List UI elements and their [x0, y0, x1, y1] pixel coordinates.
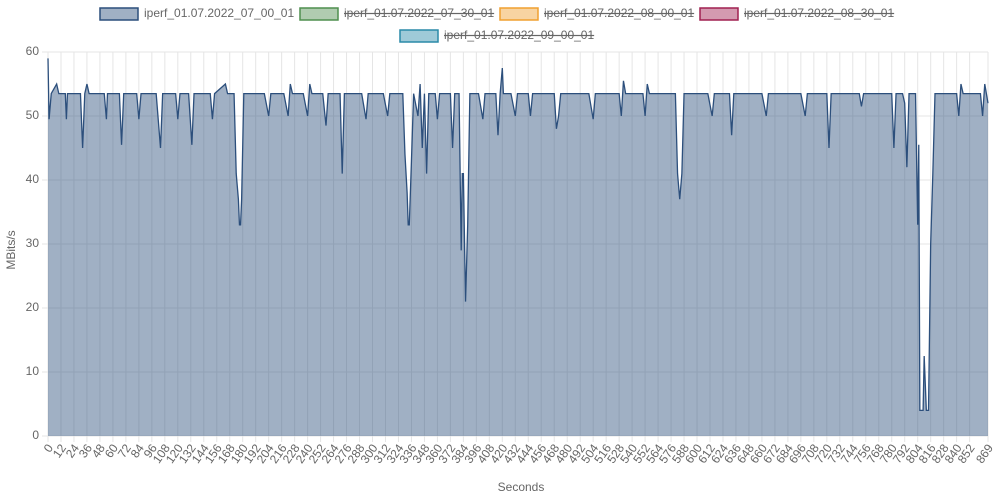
- legend-label[interactable]: iperf_01.07.2022_09_00_01: [444, 28, 594, 42]
- y-tick-label: 30: [26, 236, 40, 250]
- y-tick-label: 50: [26, 108, 40, 122]
- y-tick-label: 0: [32, 428, 39, 442]
- legend-label[interactable]: iperf_01.07.2022_07_00_01: [144, 6, 294, 20]
- legend-label[interactable]: iperf_01.07.2022_07_30_01: [344, 6, 494, 20]
- legend-label[interactable]: iperf_01.07.2022_08_30_01: [744, 6, 894, 20]
- legend-swatch[interactable]: [99, 7, 139, 21]
- y-tick-label: 20: [26, 300, 40, 314]
- legend-swatch[interactable]: [499, 7, 539, 21]
- legend-swatch[interactable]: [299, 7, 339, 21]
- area-fill: [48, 58, 988, 437]
- legend-swatch[interactable]: [399, 29, 439, 43]
- x-tick-label: 869: [973, 441, 996, 466]
- y-tick-label: 60: [26, 44, 40, 58]
- y-axis-title: MBits/s: [4, 230, 18, 269]
- legend-swatch[interactable]: [699, 7, 739, 21]
- y-tick-label: 10: [26, 364, 40, 378]
- x-axis-title: Seconds: [498, 480, 545, 494]
- legend-label[interactable]: iperf_01.07.2022_08_00_01: [544, 6, 694, 20]
- series-line: [47, 58, 989, 412]
- x-tick-label: 852: [955, 441, 978, 466]
- y-tick-label: 40: [26, 172, 40, 186]
